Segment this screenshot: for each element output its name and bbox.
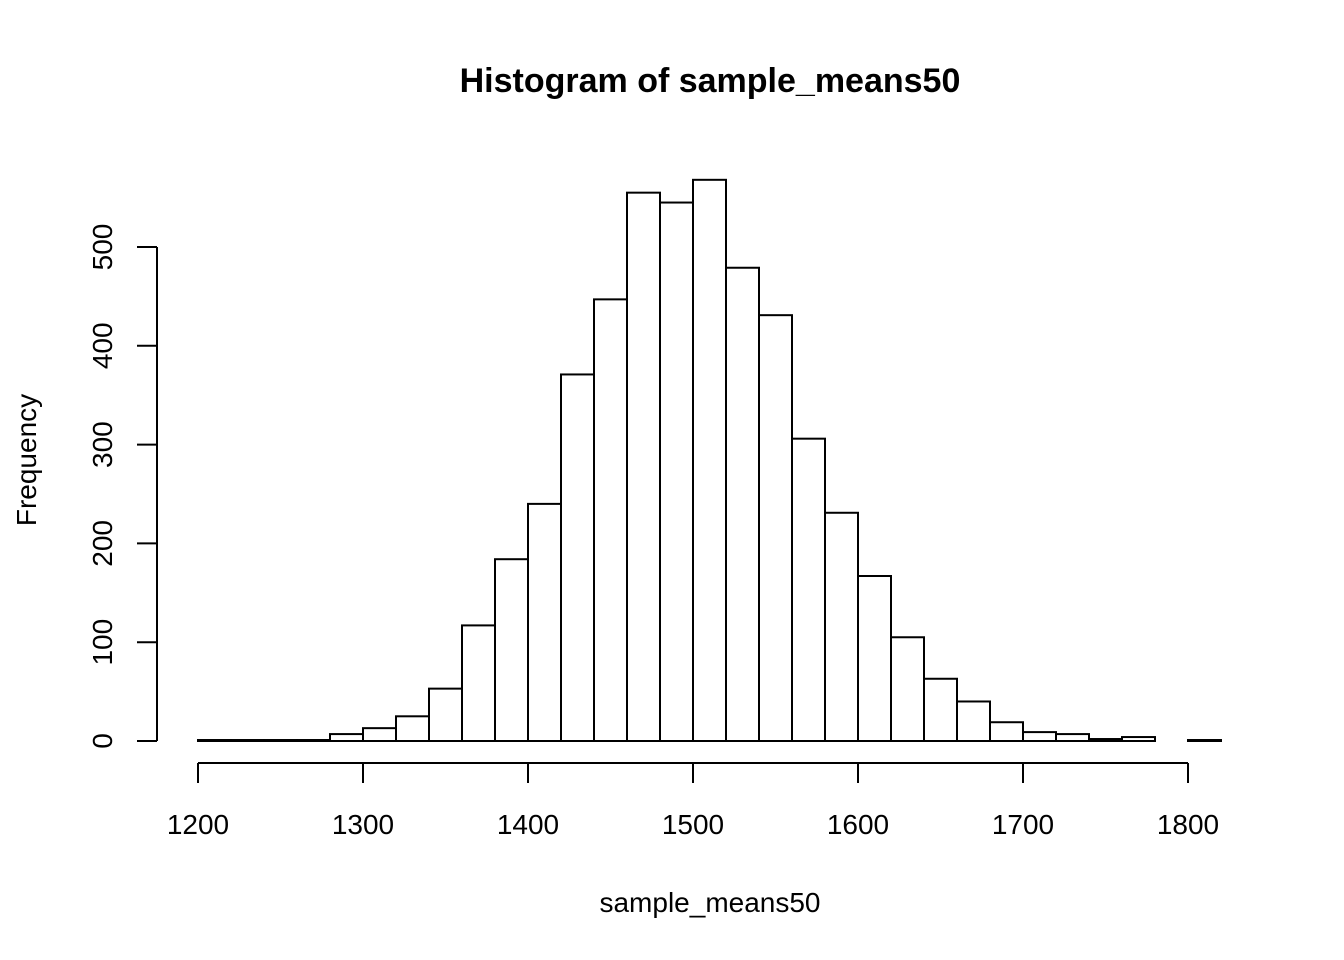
histogram-bar-1740 <box>1088 738 1123 742</box>
histogram-bar-1300 <box>362 727 397 743</box>
y-tick-label-500: 500 <box>87 224 118 271</box>
histogram-bar-1560 <box>791 437 826 742</box>
histogram-bar-1800 <box>1187 739 1222 743</box>
y-axis: 0 100 200 300 400 500 <box>87 224 158 749</box>
histogram-bar-1460 <box>626 191 661 743</box>
x-tick-label-1400: 1400 <box>497 809 559 840</box>
x-axis-label: sample_means50 <box>599 887 820 918</box>
x-tick-label-1300: 1300 <box>332 809 394 840</box>
histogram-bar-1700 <box>1022 731 1057 742</box>
histogram-bar-1540 <box>758 314 793 742</box>
chart-title: Histogram of sample_means50 <box>460 62 961 100</box>
histogram-bar-1580 <box>824 511 859 742</box>
y-tick-label-300: 300 <box>87 421 118 468</box>
histogram-bar-1600 <box>857 575 892 743</box>
x-tick-label-1700: 1700 <box>992 809 1054 840</box>
histogram-bar-1440 <box>593 298 628 742</box>
histogram-bars <box>197 178 1222 743</box>
histogram-bar-1480 <box>659 201 694 743</box>
histogram-bar-1360 <box>461 624 496 742</box>
histogram-bar-1680 <box>989 721 1024 743</box>
histogram-bar-1500 <box>692 178 727 743</box>
histogram-bar-1380 <box>494 558 529 743</box>
x-tick-label-1800: 1800 <box>1157 809 1219 840</box>
y-tick-label-100: 100 <box>87 619 118 666</box>
histogram-bar-1280 <box>329 733 364 742</box>
y-tick-label-200: 200 <box>87 520 118 567</box>
x-tick-label-1500: 1500 <box>662 809 724 840</box>
histogram-bar-1620 <box>890 636 925 743</box>
histogram-bar-1520 <box>725 266 760 742</box>
x-tick-label-1200: 1200 <box>167 809 229 840</box>
histogram-bar-1260 <box>296 739 331 743</box>
histogram-bar-1760 <box>1121 736 1156 742</box>
histogram-bar-1420 <box>560 373 595 742</box>
histogram-bar-1220 <box>230 739 265 743</box>
histogram-bar-1400 <box>527 502 562 742</box>
y-axis-label: Frequency <box>11 394 42 526</box>
histogram-bar-1320 <box>395 715 430 742</box>
histogram-bar-1720 <box>1055 733 1090 742</box>
y-tick-label-400: 400 <box>87 322 118 369</box>
histogram-bar-1340 <box>428 687 463 742</box>
histogram-bar-1640 <box>923 677 958 742</box>
histogram-bar-1240 <box>263 739 298 743</box>
histogram-bar-1200 <box>197 739 232 743</box>
x-tick-label-1600: 1600 <box>827 809 889 840</box>
x-axis: 1200 1300 1400 1500 1600 1700 1800 <box>167 762 1219 840</box>
histogram-bar-1660 <box>956 700 991 742</box>
y-tick-label-0: 0 <box>87 733 118 749</box>
